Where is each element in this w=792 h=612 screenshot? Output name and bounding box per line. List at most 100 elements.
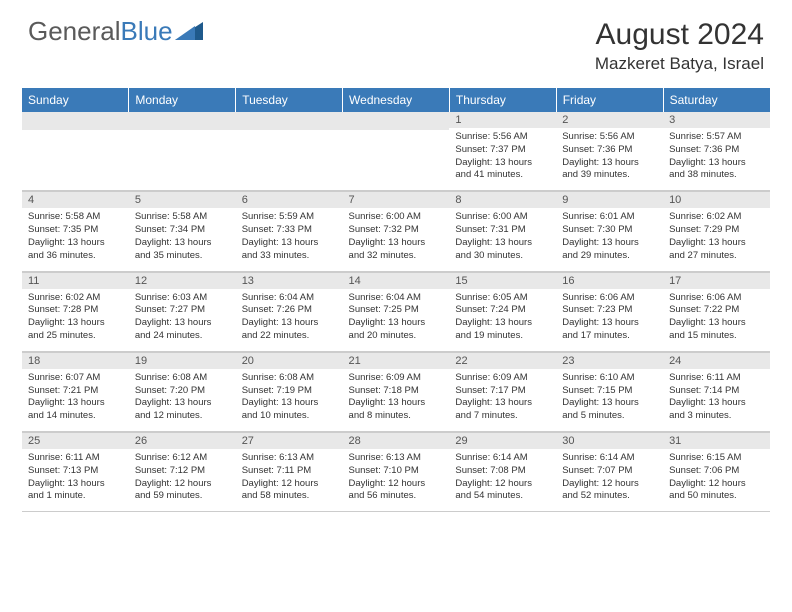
- day-number: 14: [343, 272, 450, 289]
- sunrise-line: Sunrise: 6:14 AM: [562, 452, 657, 465]
- daylight-line: Daylight: 13 hours and 22 minutes.: [242, 317, 337, 343]
- weekday-header: Friday: [556, 88, 663, 112]
- day-number: 23: [556, 352, 663, 369]
- sunrise-line: Sunrise: 6:13 AM: [242, 452, 337, 465]
- sunset-line: Sunset: 7:17 PM: [455, 385, 550, 398]
- sunrise-line: Sunrise: 6:12 AM: [135, 452, 230, 465]
- sunset-line: Sunset: 7:20 PM: [135, 385, 230, 398]
- daylight-line: Daylight: 13 hours and 39 minutes.: [562, 157, 657, 183]
- day-body: Sunrise: 6:09 AMSunset: 7:17 PMDaylight:…: [449, 369, 556, 431]
- daylight-line: Daylight: 12 hours and 56 minutes.: [349, 478, 444, 504]
- daylight-line: Daylight: 13 hours and 33 minutes.: [242, 237, 337, 263]
- daylight-line: Daylight: 13 hours and 19 minutes.: [455, 317, 550, 343]
- sunrise-line: Sunrise: 6:06 AM: [669, 292, 764, 305]
- daylight-line: Daylight: 13 hours and 38 minutes.: [669, 157, 764, 183]
- calendar-cell: 19Sunrise: 6:08 AMSunset: 7:20 PMDayligh…: [129, 351, 236, 431]
- daylight-line: Daylight: 13 hours and 25 minutes.: [28, 317, 123, 343]
- sunset-line: Sunset: 7:13 PM: [28, 465, 123, 478]
- daylight-line: Daylight: 13 hours and 27 minutes.: [669, 237, 764, 263]
- calendar-week: 11Sunrise: 6:02 AMSunset: 7:28 PMDayligh…: [22, 271, 770, 351]
- sunrise-line: Sunrise: 6:06 AM: [562, 292, 657, 305]
- sunset-line: Sunset: 7:22 PM: [669, 304, 764, 317]
- daylight-line: Daylight: 13 hours and 14 minutes.: [28, 397, 123, 423]
- sunrise-line: Sunrise: 5:56 AM: [455, 131, 550, 144]
- sunset-line: Sunset: 7:33 PM: [242, 224, 337, 237]
- day-body: Sunrise: 6:04 AMSunset: 7:25 PMDaylight:…: [343, 289, 450, 351]
- weekday-header: Thursday: [449, 88, 556, 112]
- sunrise-line: Sunrise: 6:09 AM: [349, 372, 444, 385]
- sunset-line: Sunset: 7:06 PM: [669, 465, 764, 478]
- logo-text: GeneralBlue: [28, 18, 173, 44]
- sunset-line: Sunset: 7:11 PM: [242, 465, 337, 478]
- sunset-line: Sunset: 7:10 PM: [349, 465, 444, 478]
- sunset-line: Sunset: 7:23 PM: [562, 304, 657, 317]
- day-body: Sunrise: 5:58 AMSunset: 7:34 PMDaylight:…: [129, 208, 236, 270]
- sunset-line: Sunset: 7:29 PM: [669, 224, 764, 237]
- day-number: 25: [22, 432, 129, 449]
- day-body: Sunrise: 5:58 AMSunset: 7:35 PMDaylight:…: [22, 208, 129, 270]
- sunset-line: Sunset: 7:07 PM: [562, 465, 657, 478]
- day-number: 31: [663, 432, 770, 449]
- day-body: Sunrise: 6:07 AMSunset: 7:21 PMDaylight:…: [22, 369, 129, 431]
- calendar-cell: 14Sunrise: 6:04 AMSunset: 7:25 PMDayligh…: [343, 271, 450, 351]
- weekday-header: Wednesday: [343, 88, 450, 112]
- location: Mazkeret Batya, Israel: [595, 54, 764, 74]
- logo-gray: General: [28, 16, 121, 46]
- day-number: 18: [22, 352, 129, 369]
- day-body: Sunrise: 6:09 AMSunset: 7:18 PMDaylight:…: [343, 369, 450, 431]
- day-number: 10: [663, 191, 770, 208]
- sunset-line: Sunset: 7:36 PM: [562, 144, 657, 157]
- sunset-line: Sunset: 7:14 PM: [669, 385, 764, 398]
- day-body: Sunrise: 6:12 AMSunset: 7:12 PMDaylight:…: [129, 449, 236, 511]
- sunrise-line: Sunrise: 5:58 AM: [28, 211, 123, 224]
- day-number: 3: [663, 112, 770, 128]
- calendar-cell: [236, 112, 343, 191]
- day-body: Sunrise: 6:13 AMSunset: 7:11 PMDaylight:…: [236, 449, 343, 511]
- day-body: Sunrise: 6:02 AMSunset: 7:29 PMDaylight:…: [663, 208, 770, 270]
- logo-blue: Blue: [121, 16, 173, 46]
- daylight-line: Daylight: 13 hours and 30 minutes.: [455, 237, 550, 263]
- sunrise-line: Sunrise: 6:00 AM: [349, 211, 444, 224]
- daylight-line: Daylight: 13 hours and 17 minutes.: [562, 317, 657, 343]
- sunrise-line: Sunrise: 6:09 AM: [455, 372, 550, 385]
- daylight-line: Daylight: 13 hours and 8 minutes.: [349, 397, 444, 423]
- calendar-cell: 28Sunrise: 6:13 AMSunset: 7:10 PMDayligh…: [343, 432, 450, 512]
- sunrise-line: Sunrise: 5:59 AM: [242, 211, 337, 224]
- calendar-cell: [22, 112, 129, 191]
- day-number: 28: [343, 432, 450, 449]
- day-body: Sunrise: 5:59 AMSunset: 7:33 PMDaylight:…: [236, 208, 343, 270]
- sunrise-line: Sunrise: 6:00 AM: [455, 211, 550, 224]
- sunset-line: Sunset: 7:28 PM: [28, 304, 123, 317]
- calendar-cell: 5Sunrise: 5:58 AMSunset: 7:34 PMDaylight…: [129, 191, 236, 271]
- calendar-cell: 22Sunrise: 6:09 AMSunset: 7:17 PMDayligh…: [449, 351, 556, 431]
- calendar-cell: 21Sunrise: 6:09 AMSunset: 7:18 PMDayligh…: [343, 351, 450, 431]
- day-body: Sunrise: 6:05 AMSunset: 7:24 PMDaylight:…: [449, 289, 556, 351]
- day-number: 19: [129, 352, 236, 369]
- daylight-line: Daylight: 13 hours and 35 minutes.: [135, 237, 230, 263]
- sunrise-line: Sunrise: 6:02 AM: [28, 292, 123, 305]
- calendar-cell: 10Sunrise: 6:02 AMSunset: 7:29 PMDayligh…: [663, 191, 770, 271]
- daylight-line: Daylight: 13 hours and 36 minutes.: [28, 237, 123, 263]
- calendar-body: 1Sunrise: 5:56 AMSunset: 7:37 PMDaylight…: [22, 112, 770, 512]
- day-body: Sunrise: 6:14 AMSunset: 7:07 PMDaylight:…: [556, 449, 663, 511]
- day-number: 17: [663, 272, 770, 289]
- day-number: 8: [449, 191, 556, 208]
- sunrise-line: Sunrise: 6:08 AM: [242, 372, 337, 385]
- day-body: Sunrise: 5:57 AMSunset: 7:36 PMDaylight:…: [663, 128, 770, 190]
- day-number: 4: [22, 191, 129, 208]
- daylight-line: Daylight: 12 hours and 58 minutes.: [242, 478, 337, 504]
- sunset-line: Sunset: 7:34 PM: [135, 224, 230, 237]
- day-number-empty: [129, 112, 236, 130]
- calendar-cell: 27Sunrise: 6:13 AMSunset: 7:11 PMDayligh…: [236, 432, 343, 512]
- daylight-line: Daylight: 13 hours and 7 minutes.: [455, 397, 550, 423]
- daylight-line: Daylight: 13 hours and 32 minutes.: [349, 237, 444, 263]
- daylight-line: Daylight: 13 hours and 15 minutes.: [669, 317, 764, 343]
- calendar-cell: 23Sunrise: 6:10 AMSunset: 7:15 PMDayligh…: [556, 351, 663, 431]
- day-number: 13: [236, 272, 343, 289]
- sunrise-line: Sunrise: 6:14 AM: [455, 452, 550, 465]
- day-body: Sunrise: 6:06 AMSunset: 7:22 PMDaylight:…: [663, 289, 770, 351]
- calendar-cell: 31Sunrise: 6:15 AMSunset: 7:06 PMDayligh…: [663, 432, 770, 512]
- day-number-empty: [343, 112, 450, 130]
- daylight-line: Daylight: 13 hours and 12 minutes.: [135, 397, 230, 423]
- day-number: 9: [556, 191, 663, 208]
